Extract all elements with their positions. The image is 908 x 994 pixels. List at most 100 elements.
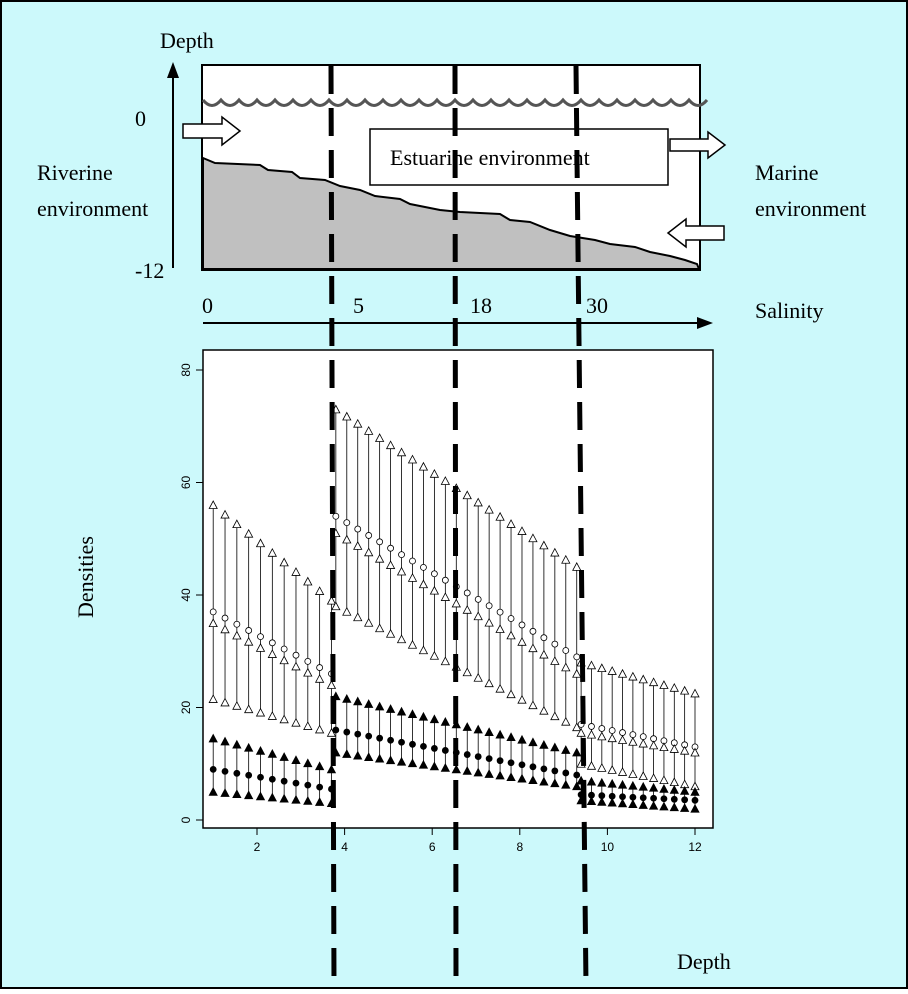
boundary-line-2: [452, 65, 459, 987]
filled-triangle-upper-point: [690, 787, 700, 796]
filled-circle-point: [681, 796, 689, 804]
filled-triangle-lower-point: [418, 759, 429, 769]
open-triangle-lower-point: [279, 655, 289, 665]
open-triangle-lower-point: [303, 667, 313, 677]
open-circle-point: [268, 639, 276, 647]
filled-circle-point: [507, 759, 515, 767]
filled-circle-point: [441, 747, 449, 754]
open-circle-point: [257, 633, 264, 641]
filled-triangle-lower-point: [364, 752, 374, 762]
y-tick-80: 80: [179, 363, 203, 377]
open-triangle-lower-point: [291, 661, 301, 671]
filled-triangle-upper-point: [550, 742, 560, 752]
open-triangle-bottom-point: [331, 601, 341, 611]
open-triangle-upper-point: [364, 426, 374, 435]
open-triangle-upper-point: [314, 586, 325, 595]
filled-circle-point: [280, 777, 288, 785]
filled-triangle-upper-point: [617, 779, 628, 789]
filled-triangle-upper-point: [396, 706, 407, 716]
open-triangle-lower-point: [617, 735, 628, 744]
open-triangle-bottom-point: [528, 700, 538, 710]
open-triangle-bottom-point: [648, 773, 659, 782]
open-triangle-bottom-point: [303, 721, 313, 730]
open-triangle-lower-point: [484, 617, 494, 627]
river-inflow-arrow: [182, 115, 242, 147]
open-circle-point: [507, 615, 515, 622]
open-triangle-lower-point: [407, 573, 418, 582]
filled-circle-point: [485, 755, 493, 763]
open-triangle-upper-point: [220, 509, 230, 519]
open-triangle-bottom-point: [638, 771, 648, 780]
open-triangle-bottom-point: [418, 645, 429, 655]
open-triangle-bottom-point: [208, 694, 218, 703]
riverine-label-line2: environment: [37, 196, 149, 221]
filled-triangle-upper-point: [462, 722, 472, 731]
open-triangle-lower-point: [539, 649, 549, 659]
open-circle-point: [221, 614, 229, 622]
filled-triangle-lower-point: [607, 797, 617, 807]
salinity-axis-label: Salinity: [755, 298, 824, 323]
y-tick-40: 40: [179, 588, 203, 602]
open-triangle-bottom-point: [617, 767, 628, 776]
open-triangle-upper-point: [429, 468, 440, 478]
open-triangle-bottom-point: [374, 623, 385, 633]
open-triangle-bottom-point: [484, 678, 494, 688]
filled-triangle-upper-point: [220, 736, 230, 746]
open-circle-point: [233, 620, 241, 628]
filled-triangle-lower-point: [440, 762, 451, 772]
filled-circle-point: [430, 745, 438, 752]
filled-triangle-lower-point: [374, 753, 385, 763]
open-circle-point: [485, 602, 493, 610]
filled-triangle-lower-point: [561, 779, 571, 789]
open-triangle-lower-point: [517, 636, 527, 646]
filled-triangle-lower-point: [550, 778, 560, 788]
open-triangle-lower-point: [550, 656, 560, 665]
filled-triangle-upper-point: [314, 761, 325, 771]
filled-triangle-upper-point: [607, 778, 617, 788]
filled-circle-point: [209, 765, 217, 773]
filled-triangle-lower-point: [291, 794, 301, 804]
filled-triangle-upper-point: [628, 780, 638, 790]
open-triangle-bottom-point: [506, 689, 516, 699]
filled-triangle-lower-point: [648, 800, 659, 810]
filled-triangle-upper-point: [429, 714, 440, 724]
filled-circle-point: [463, 751, 471, 758]
open-triangle-upper-point: [291, 567, 301, 576]
open-circle-point: [588, 723, 595, 730]
filled-circle-point: [292, 779, 300, 787]
open-triangle-lower-point: [659, 742, 669, 752]
open-circle-point: [292, 651, 300, 659]
filled-triangle-upper-point: [267, 749, 277, 758]
filled-triangle-upper-point: [539, 739, 549, 749]
filled-triangle-upper-point: [364, 699, 374, 708]
filled-triangle-lower-point: [528, 775, 538, 785]
open-triangle-lower-point: [255, 643, 266, 652]
filled-circle-point: [245, 771, 253, 779]
seabed: [202, 156, 701, 270]
open-circle-point: [316, 664, 324, 671]
filled-triangle-lower-point: [208, 787, 218, 796]
open-triangle-lower-point: [374, 553, 385, 563]
filled-circle-point: [529, 763, 537, 771]
filled-triangle-lower-point: [232, 789, 242, 799]
open-triangle-upper-point: [550, 547, 560, 557]
filled-triangle-lower-point: [279, 793, 289, 803]
filled-circle-point: [650, 794, 657, 802]
open-triangle-lower-point: [220, 624, 230, 634]
open-circle-point: [343, 519, 351, 527]
x-tick-label-6: 6: [429, 840, 436, 854]
open-triangle-bottom-point: [628, 769, 638, 778]
open-triangle-upper-point: [561, 554, 571, 564]
filled-triangle-upper-point: [385, 704, 396, 713]
filled-triangle-lower-point: [473, 767, 483, 777]
open-triangle-lower-point: [364, 547, 374, 557]
x-tick-12: 12: [688, 828, 702, 854]
open-triangle-bottom-point: [550, 711, 560, 721]
open-triangle-lower-point: [342, 534, 352, 544]
filled-circle-point: [573, 771, 581, 779]
filled-circle-point: [268, 775, 276, 783]
filled-triangle-upper-point: [374, 701, 385, 711]
open-triangle-upper-point: [484, 504, 494, 514]
x-tick-6: 6: [429, 828, 436, 854]
filled-circle-point: [496, 757, 504, 765]
